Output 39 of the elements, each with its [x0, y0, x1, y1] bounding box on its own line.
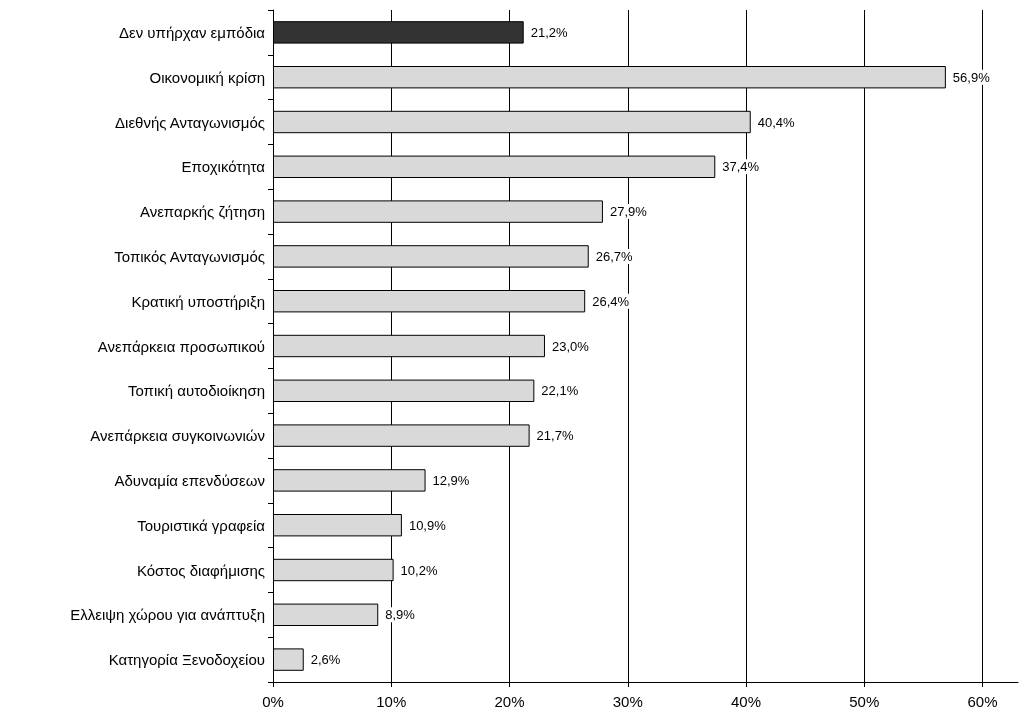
y-tick-label: Αδυναμία επενδύσεων	[114, 471, 265, 489]
y-tick-label: Ανεπάρκεια συγκοινωνιών	[90, 427, 265, 445]
y-tick-label: Τοπική αυτοδιοίκηση	[127, 382, 265, 400]
data-label: 8,9%	[385, 607, 416, 623]
data-label: 10,2%	[400, 562, 438, 578]
data-label: 56,9%	[952, 69, 991, 85]
data-label: 37,4%	[722, 159, 760, 175]
bar	[273, 648, 304, 671]
x-tick-label: 40%	[731, 693, 762, 710]
data-label: 40,4%	[757, 114, 796, 130]
y-tick-label: Διεθνής Ανταγωνισμός	[115, 113, 265, 131]
x-tick-label: 10%	[376, 693, 407, 710]
x-tick-label: 0%	[262, 693, 284, 710]
y-tick-label: Οικονομική κρίση	[149, 68, 265, 86]
y-tick-label: Εποχικότητα	[181, 158, 266, 176]
data-label: 27,9%	[609, 204, 648, 220]
data-label: 10,9%	[408, 517, 447, 533]
data-label: 2,6%	[310, 652, 341, 668]
data-label: 21,7%	[536, 428, 574, 444]
data-label: 23,0%	[551, 338, 590, 354]
y-tick-label: Τοπικός Ανταγωνισμός	[114, 247, 265, 265]
data-label: 21,2%	[530, 24, 568, 40]
y-tick-label: Ανεπαρκής ζήτηση	[139, 203, 265, 221]
data-label: 26,7%	[595, 248, 634, 264]
y-tick-label: Κρατική υποστήριξη	[131, 292, 265, 310]
y-tick-label: Τουριστικά γραφεία	[137, 516, 266, 534]
y-tick-label: Δεν υπήρχαν εμπόδια	[119, 23, 266, 41]
y-tick-label: Κόστος διαφήμισης	[136, 561, 265, 579]
data-label: 12,9%	[432, 472, 470, 488]
x-tick-label: 60%	[967, 693, 998, 710]
x-tick-label: 20%	[494, 693, 525, 710]
data-label: 26,4%	[592, 293, 630, 309]
y-tick-label: Ελλειψη χώρου για ανάπτυξη	[70, 606, 265, 624]
x-tick-label: 50%	[849, 693, 880, 710]
x-tick-label: 30%	[612, 693, 643, 710]
y-tick-label: Κατηγορία Ξενοδοχείου	[108, 651, 265, 669]
data-label: 22,1%	[541, 383, 579, 399]
y-tick-label: Ανεπάρκεια προσωπικού	[97, 337, 265, 355]
bar	[273, 603, 379, 626]
